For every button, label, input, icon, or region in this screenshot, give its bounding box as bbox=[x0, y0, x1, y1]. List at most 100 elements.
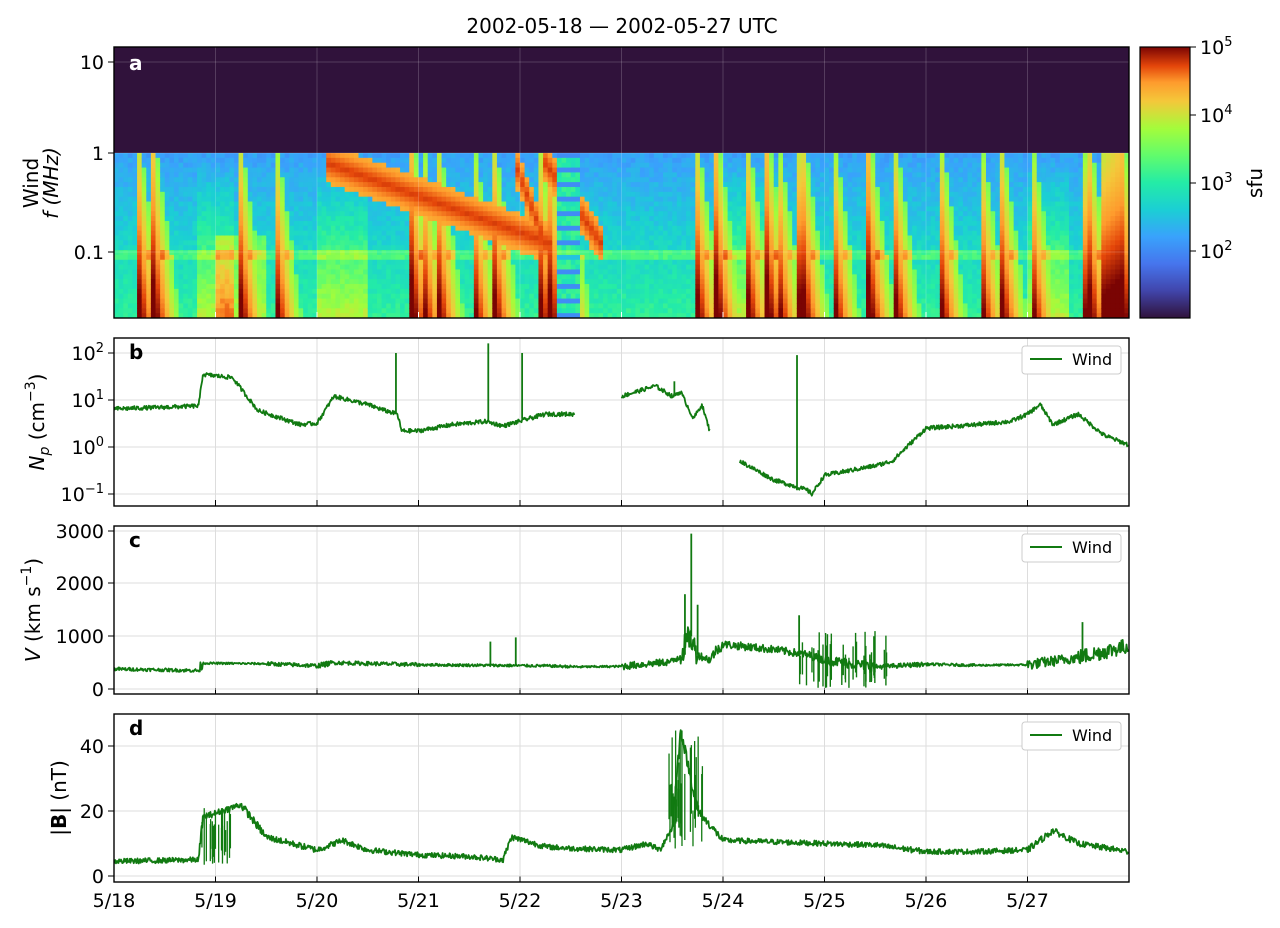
spectrogram-cell bbox=[127, 303, 134, 309]
spectrogram-cell bbox=[413, 279, 420, 285]
spectrogram-cell bbox=[349, 186, 355, 193]
spectrogram-cell bbox=[616, 250, 623, 256]
spectrogram-cell bbox=[515, 182, 521, 188]
spectrogram-cell bbox=[732, 235, 738, 241]
spectrogram-cell bbox=[520, 153, 526, 159]
spectrogram-cell bbox=[390, 162, 397, 169]
spectrogram-cell bbox=[178, 220, 184, 227]
spectrogram-cell bbox=[386, 288, 392, 295]
spectrogram-cell bbox=[418, 313, 424, 318]
spectrogram-cell bbox=[118, 191, 124, 198]
spectrogram-cell bbox=[699, 313, 706, 318]
spectrogram-cell bbox=[769, 250, 775, 256]
spectrogram-cell bbox=[183, 196, 189, 203]
spectrogram-cell bbox=[750, 274, 756, 280]
spectrogram-cell bbox=[436, 259, 443, 266]
spectrogram-cell bbox=[367, 259, 373, 266]
spectrogram-cell bbox=[436, 157, 443, 164]
spectrogram-cell bbox=[612, 225, 618, 232]
spectrogram-cell bbox=[501, 279, 507, 285]
spectrogram-cell bbox=[317, 269, 323, 275]
spectrogram-cell bbox=[349, 216, 355, 222]
spectrogram-cell bbox=[220, 191, 226, 198]
spectrogram-cell bbox=[353, 206, 360, 212]
spectrogram-cell bbox=[778, 162, 784, 169]
spectrogram-cell bbox=[395, 245, 401, 251]
spectrogram-cell bbox=[773, 211, 779, 217]
spectrogram-cell bbox=[238, 240, 244, 246]
spectrogram-cell bbox=[298, 288, 304, 295]
spectrogram-cell bbox=[787, 191, 793, 198]
spectrogram-cell bbox=[187, 259, 194, 266]
spectrogram-cell bbox=[584, 235, 590, 241]
spectrogram-cell bbox=[593, 206, 600, 212]
spectrogram-cell bbox=[630, 191, 636, 198]
spectrogram-cell bbox=[681, 172, 687, 178]
spectrogram-cell bbox=[584, 182, 590, 188]
spectrogram-cell bbox=[261, 186, 267, 193]
spectrogram-cell bbox=[686, 153, 692, 159]
spectrogram-cell bbox=[317, 162, 323, 169]
spectrogram-cell bbox=[506, 182, 512, 188]
spectrogram-cell bbox=[450, 216, 457, 222]
spectrogram-cell bbox=[326, 284, 332, 290]
spectrogram-cell bbox=[137, 298, 143, 305]
spectrogram-cell bbox=[312, 250, 318, 256]
spectrogram-cell bbox=[284, 230, 290, 237]
spectrogram-cell bbox=[515, 162, 521, 169]
spectrogram-cell bbox=[755, 216, 761, 222]
spectrogram-cell bbox=[446, 269, 452, 275]
spectrogram-cell bbox=[164, 211, 170, 217]
spectrogram-cell bbox=[570, 172, 576, 178]
spectrogram-cell bbox=[515, 264, 521, 271]
spectrogram-cell bbox=[584, 211, 590, 217]
spectrogram-cell bbox=[155, 172, 161, 178]
spectrogram-cell bbox=[538, 235, 544, 241]
spectrogram-cell bbox=[787, 240, 793, 246]
spectrogram-cell bbox=[390, 284, 397, 290]
spectrogram-cell bbox=[469, 235, 475, 241]
spectrogram-cell bbox=[210, 162, 217, 169]
spectrogram-cell bbox=[612, 308, 618, 314]
spectrogram-cell bbox=[367, 172, 373, 178]
spectrogram-cell bbox=[769, 288, 775, 295]
spectrogram-cell bbox=[769, 167, 775, 174]
spectrogram-cell bbox=[741, 177, 747, 183]
spectrogram-cell bbox=[280, 284, 286, 290]
spectrogram-cell bbox=[713, 216, 719, 222]
spectrogram-cell bbox=[603, 220, 609, 227]
spectrogram-cell bbox=[409, 308, 415, 314]
spectrogram-cell bbox=[386, 245, 392, 251]
spectrogram-cell bbox=[280, 230, 286, 237]
spectrogram-cell bbox=[612, 220, 618, 227]
spectrogram-cell bbox=[160, 230, 166, 237]
spectrogram-cell bbox=[644, 182, 650, 188]
spectrogram-cell bbox=[492, 245, 498, 251]
spectrogram-cell bbox=[478, 313, 484, 318]
spectrogram-cell bbox=[317, 235, 323, 241]
spectrogram-cell bbox=[257, 201, 263, 207]
spectrogram-cell bbox=[123, 206, 129, 212]
spectrogram-cell bbox=[556, 167, 563, 174]
spectrogram-cell bbox=[358, 293, 364, 300]
spectrogram-cell bbox=[386, 240, 392, 246]
spectrogram-cell bbox=[635, 308, 641, 314]
spectrogram-cell bbox=[718, 250, 724, 256]
spectrogram-cell bbox=[173, 162, 180, 169]
spectrogram-cell bbox=[229, 182, 235, 188]
spectrogram-cell bbox=[492, 274, 498, 280]
spectrogram-cell bbox=[529, 313, 535, 318]
spectrogram-cell bbox=[150, 240, 157, 246]
spectrogram-cell bbox=[376, 254, 383, 261]
spectrogram-cell bbox=[584, 196, 590, 203]
spectrogram-cell bbox=[718, 240, 724, 246]
spectrogram-cell bbox=[626, 279, 632, 285]
spectrogram-cell bbox=[741, 201, 747, 207]
spectrogram-cell bbox=[723, 167, 729, 174]
spectrogram-cell bbox=[330, 259, 337, 266]
spectrogram-cell bbox=[123, 157, 129, 164]
spectrogram-cell bbox=[330, 230, 337, 237]
spectrogram-cell bbox=[649, 274, 655, 280]
spectrogram-cell bbox=[284, 206, 290, 212]
spectrogram-cell bbox=[220, 225, 226, 232]
